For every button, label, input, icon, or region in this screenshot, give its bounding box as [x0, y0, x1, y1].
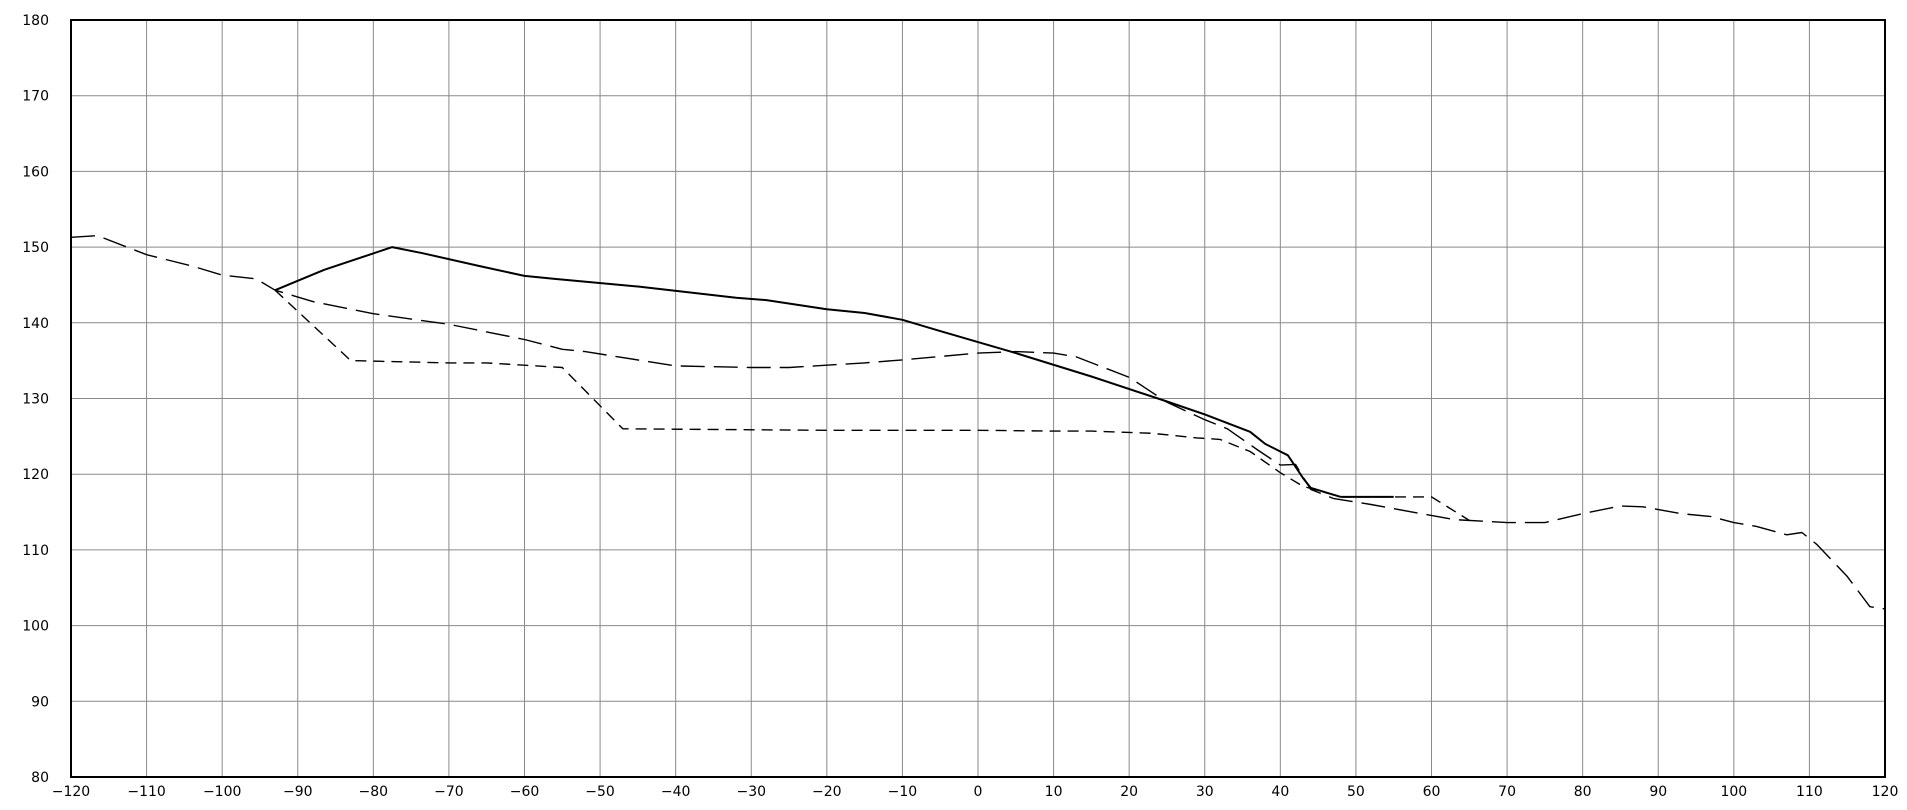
axes: −120 −110 −100 −90 −80 −70 −60 −50 −40 −30 −20 −10 0…: [22, 13, 1898, 800]
series-line-4: [274, 289, 1470, 521]
grid: [70, 19, 1886, 778]
y-tick-label: 80: [31, 770, 49, 786]
plot-frame: [70, 19, 1886, 778]
x-tick-label: −50: [585, 784, 615, 800]
y-tick-label: 120: [22, 467, 49, 483]
x-tick-label: −120: [52, 784, 90, 800]
x-tick-label: 110: [1796, 784, 1823, 800]
x-tick-label: 10: [1045, 784, 1063, 800]
x-tick-label: 20: [1120, 784, 1138, 800]
x-tick-label: 70: [1498, 784, 1516, 800]
y-tick-label: 170: [22, 89, 49, 105]
y-tick-label: 100: [22, 619, 49, 635]
y-tick-label: 110: [22, 543, 49, 559]
x-tick-label: −20: [812, 784, 842, 800]
x-tick-label: 40: [1271, 784, 1289, 800]
x-tick-label: 60: [1423, 784, 1441, 800]
x-tick-label: 100: [1720, 784, 1747, 800]
y-tick-label: 140: [22, 316, 49, 332]
x-tick-label: −90: [283, 784, 313, 800]
x-tick-label: −60: [510, 784, 540, 800]
y-tick-label: 150: [22, 240, 49, 256]
x-tick-label: −80: [359, 784, 389, 800]
x-tick-label: 120: [1872, 784, 1899, 800]
series-group: [70, 235, 1886, 610]
x-tick-label: 90: [1649, 784, 1667, 800]
x-tick-label: −100: [203, 784, 241, 800]
x-tick-label: 50: [1347, 784, 1365, 800]
x-tick-label: −70: [434, 784, 464, 800]
x-tick-label: 80: [1574, 784, 1592, 800]
x-tick-label: −10: [888, 784, 918, 800]
x-tick-label: −30: [736, 784, 766, 800]
y-tick-label: 180: [22, 13, 49, 29]
x-tick-label: 30: [1196, 784, 1214, 800]
x-tick-label: 0: [974, 784, 983, 800]
x-tick-label: −40: [661, 784, 691, 800]
y-tick-label: 160: [22, 164, 49, 180]
y-tick-label: 90: [31, 694, 49, 710]
y-tick-label: 130: [22, 392, 49, 408]
series-line-3: [70, 235, 1886, 610]
x-tick-label: −110: [127, 784, 165, 800]
series-line-1: [274, 246, 1342, 498]
